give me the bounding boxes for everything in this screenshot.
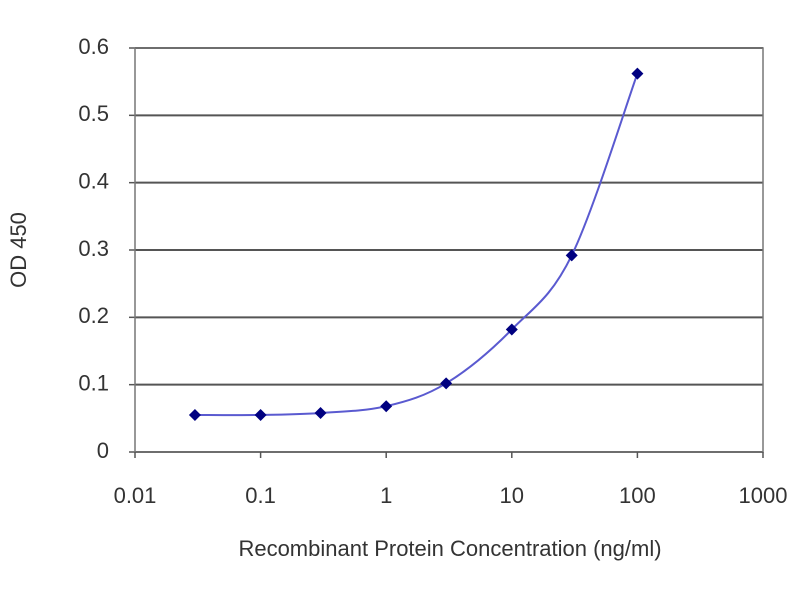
x-tick-label: 0.01 [114, 483, 157, 508]
x-axis-label: Recombinant Protein Concentration (ng/ml… [238, 536, 661, 561]
data-point [254, 408, 267, 421]
data-point [565, 249, 578, 262]
y-tick-label: 0.3 [78, 236, 109, 261]
y-tick-label: 0.6 [78, 34, 109, 59]
x-tick-label: 100 [619, 483, 656, 508]
y-tick-label: 0.5 [78, 101, 109, 126]
x-tick-label: 1000 [739, 483, 788, 508]
data-point [505, 323, 518, 336]
data-point [188, 408, 201, 421]
y-tick-label: 0 [97, 438, 109, 463]
x-tick-label: 10 [500, 483, 524, 508]
plot-border [134, 47, 764, 453]
data-point [631, 67, 644, 80]
x-tick-label: 1 [380, 483, 392, 508]
series-line [194, 73, 639, 417]
y-tick-label: 0.4 [78, 168, 109, 193]
data-point [314, 406, 327, 419]
data-point [380, 400, 393, 413]
y-axis-label: OD 450 [6, 212, 31, 288]
x-tick-label: 0.1 [245, 483, 276, 508]
data-point [440, 377, 453, 390]
y-tick-label: 0.2 [78, 303, 109, 328]
y-tick-label: 0.1 [78, 370, 109, 395]
